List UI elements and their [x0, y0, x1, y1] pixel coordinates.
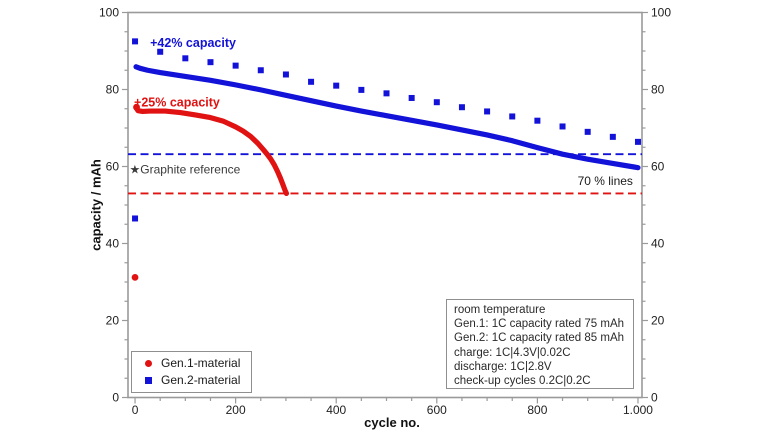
gen1-checkup-point — [133, 103, 140, 111]
y-tick-label-left: 80 — [106, 83, 120, 97]
y-tick-label-left: 100 — [99, 6, 119, 20]
info-line-checkup: check-up cycles 0.2C|0.2C — [454, 375, 591, 388]
x-axis-title: cycle no. — [364, 415, 420, 430]
y-tick-label-left: 60 — [106, 160, 120, 174]
gen1-1c-line — [133, 104, 290, 197]
x-tick-label: 600 — [427, 403, 447, 417]
y-tick-label-right: 20 — [651, 314, 665, 328]
y-tick-label-right: 80 — [651, 83, 665, 97]
legend-item-gen1: Gen.1-material — [145, 356, 251, 371]
info-line-gen1-rating: Gen.1: 1C capacity rated 75 mAh — [454, 318, 625, 331]
x-tick-label: 800 — [527, 403, 547, 417]
gen2-square-icon — [145, 377, 152, 384]
gen1-first-cycle-point — [131, 273, 139, 281]
y-axis-title: capacity / mAh — [88, 159, 104, 251]
x-tick-label: 400 — [326, 403, 346, 417]
test-conditions-box: room temperature Gen.1: 1C capacity rate… — [446, 299, 634, 389]
graphite-reference-label: ★Graphite reference — [130, 163, 241, 177]
y-tick-label-left: 40 — [106, 237, 120, 251]
legend-item-gen2: Gen.2-material — [145, 373, 251, 388]
y-tick-label-left: 0 — [112, 391, 119, 405]
gen2-gain-label: +42% capacity — [150, 36, 236, 50]
gen2-1c-line — [133, 64, 641, 171]
x-tick-label: 1.000 — [623, 403, 653, 417]
info-line-gen2-rating: Gen.2: 1C capacity rated 85 mAh — [454, 332, 625, 345]
gen2-checkup-squares — [132, 38, 641, 145]
x-tick-label: 0 — [132, 403, 139, 417]
legend-label-gen1: Gen.1-material — [161, 356, 241, 370]
seventy-percent-label: 70 % lines — [578, 174, 633, 188]
y-tick-label-right: 100 — [651, 6, 671, 20]
y-tick-label-left: 20 — [106, 314, 120, 328]
gen1-circle-icon — [145, 360, 152, 367]
y-tick-label-right: 40 — [651, 237, 665, 251]
legend-label-gen2: Gen.2-material — [161, 373, 241, 387]
x-tick-label: 200 — [226, 403, 246, 417]
gen2-first-cycle-point — [132, 215, 139, 222]
gen1-gain-label: +25% capacity — [134, 96, 220, 110]
y-tick-label-right: 60 — [651, 160, 665, 174]
legend: Gen.1-material Gen.2-material — [131, 351, 252, 393]
info-line-charge: charge: 1C|4.3V|0.02C — [454, 346, 571, 359]
info-line-temperature: room temperature — [454, 304, 546, 316]
y-tick-label-right: 0 — [651, 391, 658, 405]
info-line-discharge: discharge: 1C|2.8V — [454, 360, 552, 373]
